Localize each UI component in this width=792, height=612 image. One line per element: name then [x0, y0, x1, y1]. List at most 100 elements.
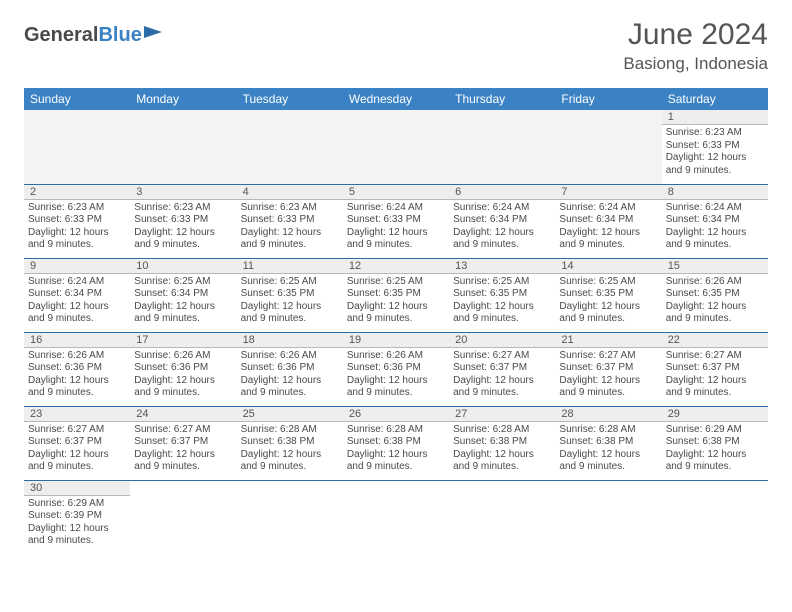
day-number: 4	[237, 185, 343, 200]
day-cell: 8Sunrise: 6:24 AMSunset: 6:34 PMDaylight…	[662, 184, 768, 258]
sunset-text: Sunset: 6:38 PM	[347, 436, 445, 449]
day-number: 10	[130, 259, 236, 274]
daylight-text: Daylight: 12 hours	[666, 227, 764, 240]
sunset-text: Sunset: 6:33 PM	[666, 140, 764, 153]
day-cell	[237, 110, 343, 184]
day-cell: 19Sunrise: 6:26 AMSunset: 6:36 PMDayligh…	[343, 332, 449, 406]
sunrise-text: Sunrise: 6:25 AM	[241, 276, 339, 289]
daylight-text: and 9 minutes.	[347, 239, 445, 252]
daylight-text: Daylight: 12 hours	[559, 227, 657, 240]
daylight-text: Daylight: 12 hours	[28, 449, 126, 462]
sunrise-text: Sunrise: 6:23 AM	[241, 202, 339, 215]
day-cell: 16Sunrise: 6:26 AMSunset: 6:36 PMDayligh…	[24, 332, 130, 406]
daylight-text: and 9 minutes.	[347, 387, 445, 400]
week-row: 23Sunrise: 6:27 AMSunset: 6:37 PMDayligh…	[24, 406, 768, 480]
daylight-text: Daylight: 12 hours	[241, 227, 339, 240]
sunset-text: Sunset: 6:38 PM	[241, 436, 339, 449]
day-cell: 20Sunrise: 6:27 AMSunset: 6:37 PMDayligh…	[449, 332, 555, 406]
day-cell	[343, 480, 449, 554]
sunrise-text: Sunrise: 6:27 AM	[28, 424, 126, 437]
sunrise-text: Sunrise: 6:24 AM	[28, 276, 126, 289]
weekday-header: Wednesday	[343, 88, 449, 110]
day-number: 5	[343, 185, 449, 200]
daylight-text: and 9 minutes.	[28, 461, 126, 474]
sunset-text: Sunset: 6:37 PM	[559, 362, 657, 375]
day-cell: 26Sunrise: 6:28 AMSunset: 6:38 PMDayligh…	[343, 406, 449, 480]
day-number: 25	[237, 407, 343, 422]
daylight-text: and 9 minutes.	[559, 461, 657, 474]
day-cell: 22Sunrise: 6:27 AMSunset: 6:37 PMDayligh…	[662, 332, 768, 406]
sunrise-text: Sunrise: 6:27 AM	[559, 350, 657, 363]
daylight-text: and 9 minutes.	[241, 239, 339, 252]
daylight-text: Daylight: 12 hours	[666, 375, 764, 388]
sunset-text: Sunset: 6:38 PM	[666, 436, 764, 449]
day-number: 30	[24, 481, 130, 496]
day-cell	[662, 480, 768, 554]
daylight-text: and 9 minutes.	[347, 313, 445, 326]
daylight-text: Daylight: 12 hours	[559, 375, 657, 388]
day-cell: 14Sunrise: 6:25 AMSunset: 6:35 PMDayligh…	[555, 258, 661, 332]
sunset-text: Sunset: 6:34 PM	[28, 288, 126, 301]
daylight-text: Daylight: 12 hours	[453, 375, 551, 388]
daylight-text: and 9 minutes.	[453, 387, 551, 400]
day-cell: 25Sunrise: 6:28 AMSunset: 6:38 PMDayligh…	[237, 406, 343, 480]
sunset-text: Sunset: 6:37 PM	[134, 436, 232, 449]
daylight-text: Daylight: 12 hours	[134, 301, 232, 314]
daylight-text: and 9 minutes.	[134, 461, 232, 474]
sunrise-text: Sunrise: 6:26 AM	[666, 276, 764, 289]
day-cell	[555, 110, 661, 184]
calendar-body: 1Sunrise: 6:23 AMSunset: 6:33 PMDaylight…	[24, 110, 768, 554]
weekday-header: Friday	[555, 88, 661, 110]
sunset-text: Sunset: 6:33 PM	[347, 214, 445, 227]
weekday-header: Tuesday	[237, 88, 343, 110]
day-number: 18	[237, 333, 343, 348]
day-cell: 1 Sunrise: 6:23 AMSunset: 6:33 PMDaylight…	[662, 110, 768, 184]
day-cell: 11Sunrise: 6:25 AMSunset: 6:35 PMDayligh…	[237, 258, 343, 332]
calendar-table: SundayMondayTuesdayWednesdayThursdayFrid…	[24, 88, 768, 554]
daylight-text: and 9 minutes.	[241, 387, 339, 400]
day-number: 7	[555, 185, 661, 200]
sunrise-text: Sunrise: 6:25 AM	[347, 276, 445, 289]
daylight-text: and 9 minutes.	[134, 239, 232, 252]
logo-flag-icon	[144, 26, 162, 38]
logo-text-general: General	[24, 24, 98, 47]
sunrise-text: Sunrise: 6:28 AM	[453, 424, 551, 437]
daylight-text: and 9 minutes.	[666, 165, 764, 178]
daylight-text: Daylight: 12 hours	[453, 449, 551, 462]
daylight-text: and 9 minutes.	[453, 461, 551, 474]
day-cell: 7Sunrise: 6:24 AMSunset: 6:34 PMDaylight…	[555, 184, 661, 258]
weekday-header-row: SundayMondayTuesdayWednesdayThursdayFrid…	[24, 88, 768, 110]
sunrise-text: Sunrise: 6:24 AM	[666, 202, 764, 215]
daylight-text: Daylight: 12 hours	[134, 449, 232, 462]
sunset-text: Sunset: 6:37 PM	[28, 436, 126, 449]
sunrise-text: Sunrise: 6:28 AM	[347, 424, 445, 437]
daylight-text: and 9 minutes.	[241, 313, 339, 326]
day-number: 24	[130, 407, 236, 422]
day-cell: 5Sunrise: 6:24 AMSunset: 6:33 PMDaylight…	[343, 184, 449, 258]
daylight-text: and 9 minutes.	[28, 535, 126, 548]
day-cell: 6Sunrise: 6:24 AMSunset: 6:34 PMDaylight…	[449, 184, 555, 258]
day-number: 1	[662, 110, 768, 125]
day-cell	[237, 480, 343, 554]
daylight-text: Daylight: 12 hours	[347, 449, 445, 462]
day-cell	[130, 110, 236, 184]
day-cell: 23Sunrise: 6:27 AMSunset: 6:37 PMDayligh…	[24, 406, 130, 480]
sunset-text: Sunset: 6:36 PM	[241, 362, 339, 375]
weekday-header: Thursday	[449, 88, 555, 110]
day-cell: 24Sunrise: 6:27 AMSunset: 6:37 PMDayligh…	[130, 406, 236, 480]
day-cell: 13Sunrise: 6:25 AMSunset: 6:35 PMDayligh…	[449, 258, 555, 332]
daylight-text: Daylight: 12 hours	[28, 523, 126, 536]
daylight-text: Daylight: 12 hours	[241, 301, 339, 314]
daylight-text: and 9 minutes.	[666, 239, 764, 252]
sunset-text: Sunset: 6:38 PM	[559, 436, 657, 449]
daylight-text: Daylight: 12 hours	[666, 152, 764, 165]
logo: General Blue	[24, 24, 162, 47]
sunrise-text: Sunrise: 6:23 AM	[666, 127, 764, 140]
weekday-header: Sunday	[24, 88, 130, 110]
sunrise-text: Sunrise: 6:25 AM	[559, 276, 657, 289]
daylight-text: Daylight: 12 hours	[666, 301, 764, 314]
daylight-text: and 9 minutes.	[559, 313, 657, 326]
sunrise-text: Sunrise: 6:29 AM	[28, 498, 126, 511]
daylight-text: and 9 minutes.	[241, 461, 339, 474]
day-number: 8	[662, 185, 768, 200]
